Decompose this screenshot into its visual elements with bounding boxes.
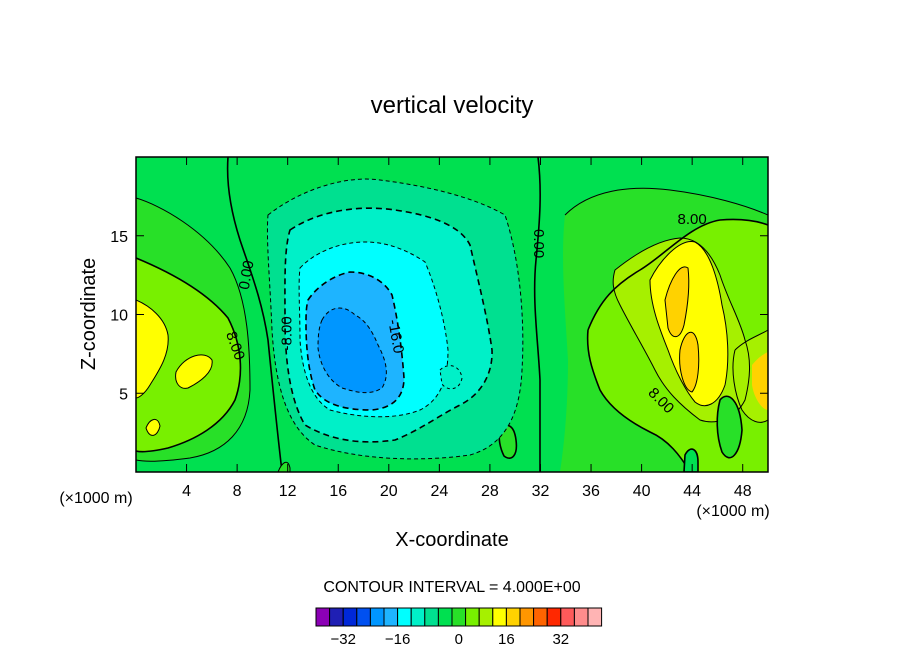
x-tick-label: 36 <box>582 483 600 500</box>
x-axis: 4 8 12 16 20 24 28 32 36 40 44 48 <box>182 157 752 500</box>
colorbar-swatch <box>492 607 507 627</box>
colorbar-swatch <box>356 607 371 627</box>
small-negative-cell <box>439 365 463 390</box>
small-positive-cell <box>277 461 291 472</box>
zero-contour-left <box>226 157 283 472</box>
colorbar-swatch <box>560 607 575 627</box>
contour-line-m8 <box>284 207 493 443</box>
colorbar-swatch <box>587 607 603 627</box>
contour-interval-text: CONTOUR INTERVAL = 4.000E+00 <box>323 579 580 596</box>
x-tick-label: 32 <box>532 483 550 500</box>
contour-line-20-right-2 <box>679 332 700 393</box>
contour-line-m16 <box>305 271 405 411</box>
contour-fill-12-left <box>175 354 213 389</box>
contour-fill-16-left <box>136 300 169 398</box>
small-positive-cell-2 <box>498 424 518 459</box>
colorbar <box>315 607 603 627</box>
colorbar-swatch <box>437 607 453 627</box>
colorbar-swatch <box>383 607 399 627</box>
x-tick-label: 8 <box>233 483 242 500</box>
contour-line-12-left <box>175 354 213 389</box>
chart-title: vertical velocity <box>371 92 534 119</box>
colorbar-swatch <box>478 607 494 627</box>
contour-label: 8.00 <box>678 211 707 228</box>
contour-fill-20-right-2 <box>679 332 699 392</box>
colorbar-swatch <box>410 607 426 627</box>
contour-label: 0.00 <box>236 259 258 291</box>
contour-fill-8 <box>136 258 241 452</box>
contour-line-12-small <box>145 419 161 436</box>
x-tick-label: 20 <box>380 483 398 500</box>
x-tick-label: 12 <box>279 483 297 500</box>
y-tick-label: 15 <box>110 229 128 246</box>
contour-fill-24-edge <box>752 352 768 410</box>
negative-region <box>266 178 620 460</box>
positive-region-left <box>136 197 251 462</box>
contour-label: 0.00 <box>530 229 547 258</box>
contour-fill-12-small <box>146 419 160 436</box>
x-tick-label: 28 <box>481 483 499 500</box>
contour-line-8 <box>136 257 242 453</box>
contour-label: -8.00 <box>279 316 296 350</box>
contour-line-20-right-1 <box>664 266 690 338</box>
colorbar-tick-label: 16 <box>498 631 515 648</box>
colorbar-tick-label: −32 <box>330 631 355 648</box>
contour-line-8-right-top <box>587 218 768 331</box>
colorbar-swatch <box>397 607 412 627</box>
x-tick-label: 40 <box>633 483 651 500</box>
colorbar-swatch <box>451 607 467 627</box>
colorbar-swatch <box>519 607 535 627</box>
x-axis-title: X-coordinate <box>395 529 508 551</box>
colorbar-swatch <box>573 607 589 627</box>
x-tick-label: 4 <box>182 483 191 500</box>
colorbar-swatch <box>342 607 358 627</box>
contour-line-m12 <box>298 241 449 418</box>
x-tick-label: 16 <box>329 483 347 500</box>
x-tick-label: 48 <box>734 483 752 500</box>
x-unit-label-left: (×1000 m) <box>59 490 132 507</box>
y-tick-label: 10 <box>110 308 128 325</box>
contour-line-16-left <box>136 299 169 399</box>
contour-fill-m20 <box>318 308 387 393</box>
colorbar-swatch <box>329 607 344 627</box>
zero-contour-center <box>533 157 541 472</box>
y-axis: 5 10 15 <box>110 229 768 403</box>
contour-fill-16-right <box>650 241 728 406</box>
contour-line-m4 <box>266 178 524 460</box>
colorbar-swatch <box>424 607 439 627</box>
small-zero-cell-right <box>683 448 699 472</box>
positive-region-right <box>560 187 768 472</box>
contour-line-12-right <box>612 237 750 423</box>
colorbar-swatch <box>369 607 385 627</box>
colorbar-swatch <box>546 607 562 627</box>
colorbar-swatch <box>315 607 331 627</box>
x-tick-label: 44 <box>683 483 701 500</box>
contour-line-8-right-bottom <box>586 329 691 472</box>
contour-line-16-right <box>649 241 729 407</box>
contour-line-4-right <box>564 187 768 216</box>
y-tick-label: 5 <box>119 386 128 403</box>
contour-line-4 <box>136 197 251 462</box>
colorbar-labels: −32 −16 0 16 32 <box>330 631 569 648</box>
x-tick-label: 24 <box>430 483 448 500</box>
contour-fill-20-right-1 <box>665 266 689 337</box>
contour-line-m20 <box>317 307 387 394</box>
colorbar-tick-label: −16 <box>385 631 410 648</box>
y-axis-title: Z-coordinate <box>78 258 100 370</box>
plot-area: 0.00-8.00 -16.00.008.008.008.00 <box>136 157 768 472</box>
colorbar-tick-label: 32 <box>552 631 569 648</box>
contour-label: -16.0 <box>384 318 407 355</box>
x-unit-label-right: (×1000 m) <box>696 503 769 520</box>
colorbar-swatch <box>505 607 521 627</box>
colorbar-swatch <box>533 607 548 627</box>
contour-line-12-edge <box>732 329 768 423</box>
colorbar-tick-label: 0 <box>455 631 463 648</box>
colorbar-swatch <box>465 607 480 627</box>
small-cell-right-bottom <box>716 395 743 459</box>
